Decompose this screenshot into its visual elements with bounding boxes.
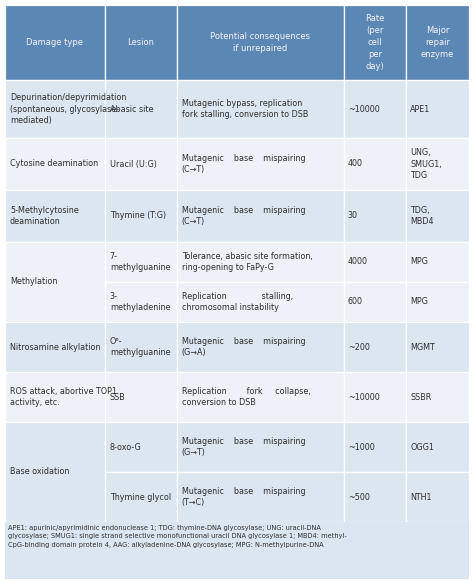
Bar	[105, 80, 177, 138]
Bar	[406, 190, 469, 242]
Bar	[105, 372, 177, 422]
Text: 8-oxo-G: 8-oxo-G	[110, 443, 142, 451]
Text: ~500: ~500	[348, 493, 370, 501]
Bar	[105, 422, 177, 472]
Text: Depurination/depyrimidation
(spontaneous, glycosylase-
mediated): Depurination/depyrimidation (spontaneous…	[10, 93, 127, 125]
Text: Thymine glycol: Thymine glycol	[110, 493, 171, 501]
Text: Mutagenic    base    mispairing
(G→A): Mutagenic base mispairing (G→A)	[182, 337, 305, 357]
Text: ~10000: ~10000	[348, 393, 380, 401]
Bar	[344, 372, 406, 422]
Bar	[5, 138, 105, 190]
Bar	[406, 138, 469, 190]
Text: 4000: 4000	[348, 257, 368, 267]
Bar	[105, 472, 177, 522]
Bar	[5, 372, 105, 422]
Bar	[344, 138, 406, 190]
Bar	[105, 190, 177, 242]
Text: Mutagenic    base    mispairing
(C→T): Mutagenic base mispairing (C→T)	[182, 154, 305, 174]
Bar	[177, 472, 344, 522]
Bar	[177, 190, 344, 242]
Bar	[344, 322, 406, 372]
Bar	[105, 5, 177, 80]
Text: ~200: ~200	[348, 343, 370, 352]
Text: 400: 400	[348, 160, 363, 168]
Text: 600: 600	[348, 297, 363, 307]
Text: 30: 30	[348, 211, 358, 221]
Text: ROS attack, abortive TOP1
activity, etc.: ROS attack, abortive TOP1 activity, etc.	[10, 387, 117, 407]
Bar	[5, 422, 105, 522]
Text: Potential consequences
if unrepaired: Potential consequences if unrepaired	[210, 32, 310, 53]
Bar	[105, 322, 177, 372]
Text: Thymine (T:G): Thymine (T:G)	[110, 211, 166, 221]
Text: SSBR: SSBR	[410, 393, 432, 401]
Bar	[177, 242, 344, 282]
Bar	[177, 80, 344, 138]
Text: Uracil (U:G): Uracil (U:G)	[110, 160, 156, 168]
Bar	[177, 138, 344, 190]
Bar	[177, 422, 344, 472]
Text: Nitrosamine alkylation: Nitrosamine alkylation	[10, 343, 100, 352]
Text: TDG,
MBD4: TDG, MBD4	[410, 206, 434, 226]
Text: Mutagenic    base    mispairing
(T→C): Mutagenic base mispairing (T→C)	[182, 487, 305, 507]
Text: Replication        fork     collapse,
conversion to DSB: Replication fork collapse, conversion to…	[182, 387, 310, 407]
Text: MGMT: MGMT	[410, 343, 435, 352]
Text: ~1000: ~1000	[348, 443, 374, 451]
Text: Mutagenic    base    mispairing
(G→T): Mutagenic base mispairing (G→T)	[182, 437, 305, 457]
Bar	[344, 190, 406, 242]
Bar	[5, 190, 105, 242]
Bar	[5, 242, 105, 322]
Bar	[105, 282, 177, 322]
Bar	[344, 422, 406, 472]
Text: ~10000: ~10000	[348, 105, 380, 113]
Text: Tolerance, abasic site formation,
ring-opening to FaPy-G: Tolerance, abasic site formation, ring-o…	[182, 252, 312, 272]
Text: Abasic site: Abasic site	[110, 105, 153, 113]
Bar	[177, 322, 344, 372]
Bar	[406, 372, 469, 422]
Bar	[406, 472, 469, 522]
Text: Damage type: Damage type	[27, 38, 83, 47]
Text: Methylation: Methylation	[10, 278, 57, 286]
Text: Base oxidation: Base oxidation	[10, 468, 69, 476]
Text: SSB: SSB	[110, 393, 126, 401]
Bar	[177, 5, 344, 80]
Bar	[5, 522, 469, 579]
Bar	[406, 242, 469, 282]
Bar	[5, 80, 105, 138]
Bar	[105, 138, 177, 190]
Bar	[406, 282, 469, 322]
Text: OGG1: OGG1	[410, 443, 434, 451]
Bar	[5, 5, 105, 80]
Text: Major
repair
enzyme: Major repair enzyme	[421, 26, 455, 59]
Text: Cytosine deamination: Cytosine deamination	[10, 160, 98, 168]
Text: Mutagenic    base    mispairing
(C→T): Mutagenic base mispairing (C→T)	[182, 206, 305, 226]
Text: O⁶-
methylguanine: O⁶- methylguanine	[110, 337, 170, 357]
Text: 3-
methyladenine: 3- methyladenine	[110, 292, 170, 312]
Bar	[406, 422, 469, 472]
Text: Replication              stalling,
chromosomal instability: Replication stalling, chromosomal instab…	[182, 292, 293, 312]
Bar	[406, 5, 469, 80]
Text: Rate
(per
cell
per
day): Rate (per cell per day)	[365, 15, 385, 71]
Bar	[344, 80, 406, 138]
Text: MPG: MPG	[410, 257, 428, 267]
Bar	[344, 5, 406, 80]
Bar	[177, 282, 344, 322]
Text: 7-
methylguanine: 7- methylguanine	[110, 252, 170, 272]
Text: NTH1: NTH1	[410, 493, 432, 501]
Bar	[406, 322, 469, 372]
Text: Mutagenic bypass, replication
fork stalling, conversion to DSB: Mutagenic bypass, replication fork stall…	[182, 99, 308, 119]
Bar	[344, 472, 406, 522]
Text: Lesion: Lesion	[127, 38, 154, 47]
Bar	[344, 242, 406, 282]
Text: 5-Methylcytosine
deamination: 5-Methylcytosine deamination	[10, 206, 79, 226]
Text: APE1: apurinic/apyrimidinic endonuclease 1; TDG: thymine-DNA glycosylase; UNG: u: APE1: apurinic/apyrimidinic endonuclease…	[8, 525, 347, 547]
Bar	[105, 242, 177, 282]
Text: MPG: MPG	[410, 297, 428, 307]
Bar	[344, 282, 406, 322]
Text: APE1: APE1	[410, 105, 430, 113]
Bar	[177, 372, 344, 422]
Text: UNG,
SMUG1,
TDG: UNG, SMUG1, TDG	[410, 148, 442, 180]
Bar	[5, 322, 105, 372]
Bar	[406, 80, 469, 138]
